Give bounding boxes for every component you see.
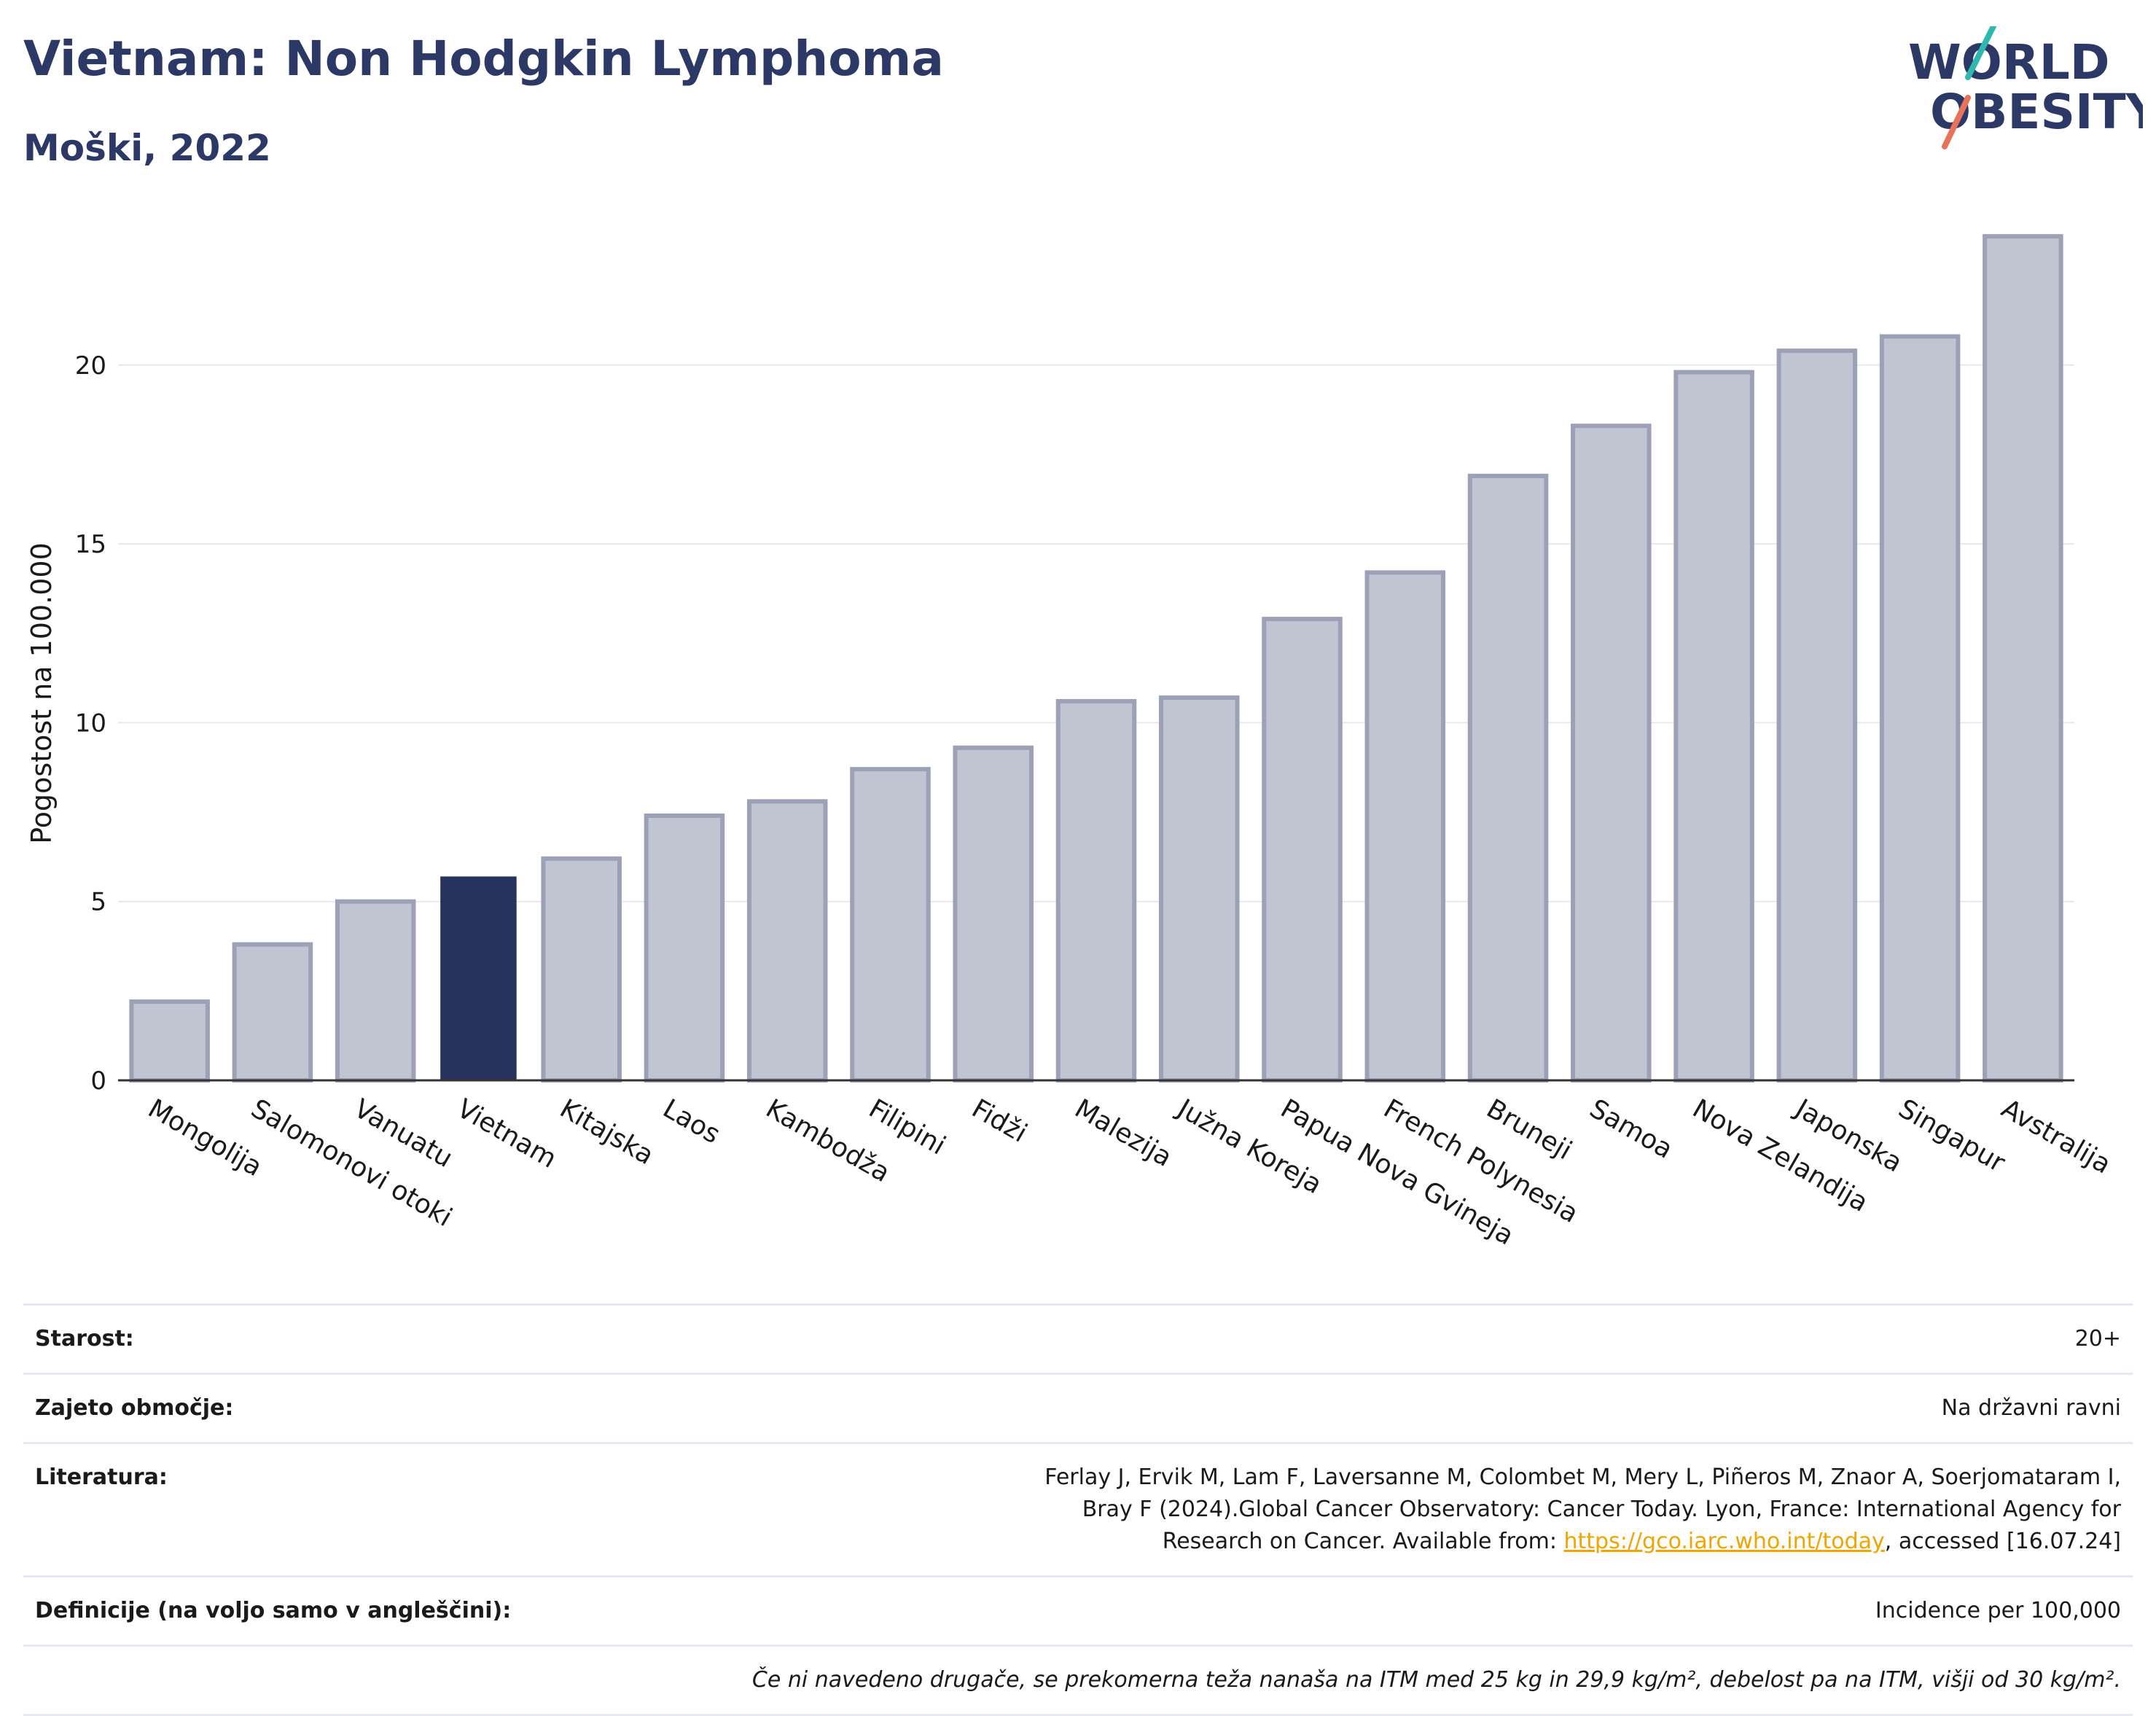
bar-avstralija bbox=[1983, 234, 2063, 1083]
page-title: Vietnam: Non Hodgkin Lymphoma bbox=[23, 31, 944, 87]
x-tick-label: Filipini bbox=[864, 1093, 950, 1161]
x-tick-label: Laos bbox=[657, 1093, 724, 1150]
definitions-label: Definicije (na voljo samo v angleščini): bbox=[23, 1575, 523, 1646]
literature-label: Literatura: bbox=[23, 1442, 523, 1577]
page-subtitle: Moški, 2022 bbox=[23, 127, 271, 169]
y-tick-label: 5 bbox=[90, 888, 106, 917]
x-tick-label: Malezija bbox=[1070, 1093, 1177, 1173]
bar-salomonovi-otoki bbox=[232, 942, 313, 1083]
y-tick-label: 20 bbox=[75, 351, 106, 381]
x-tick-label: Nova Zelandija bbox=[1687, 1093, 1873, 1218]
bar-japonska bbox=[1776, 348, 1858, 1083]
bar-vietnam bbox=[440, 876, 517, 1080]
bar-filipini bbox=[850, 767, 931, 1083]
bar-mongolija bbox=[129, 999, 210, 1083]
bar-french-polynesia bbox=[1364, 570, 1446, 1083]
x-tick-label: Fidži bbox=[966, 1093, 1032, 1148]
age-value: 20+ bbox=[523, 1303, 2133, 1374]
info-row-age: Starost: 20+ bbox=[23, 1303, 2133, 1374]
y-tick-label: 10 bbox=[75, 709, 106, 738]
bar-kitajska bbox=[541, 856, 622, 1083]
info-row-note: Če ni navedeno drugače, se prekomerna te… bbox=[23, 1645, 2133, 1716]
x-tick-label: Avstralija bbox=[1996, 1093, 2116, 1179]
info-row-definitions: Definicije (na voljo samo v angleščini):… bbox=[23, 1575, 2133, 1646]
logo-line1: WORLD bbox=[1908, 34, 2110, 90]
footnote: Če ni navedeno drugače, se prekomerna te… bbox=[23, 1645, 2133, 1716]
bar-laos bbox=[644, 813, 725, 1083]
literature-accessed: , accessed [16.07.24] bbox=[1884, 1529, 2121, 1554]
y-axis-label: Pogostost na 100.000 bbox=[26, 542, 58, 844]
x-tick-label: Mongolija bbox=[143, 1093, 267, 1182]
bar-kambodža bbox=[746, 799, 828, 1083]
literature-value: Ferlay J, Ervik M, Lam F, Laversanne M, … bbox=[523, 1442, 2133, 1577]
literature-text: Ferlay J, Ervik M, Lam F, Laversanne M, … bbox=[1044, 1465, 2121, 1554]
x-tick-label: Kitajska bbox=[555, 1093, 658, 1171]
bar-južna-koreja bbox=[1158, 695, 1240, 1083]
x-tick-label: Samoa bbox=[1585, 1093, 1678, 1165]
info-table: Starost: 20+ Zajeto območje: Na državni … bbox=[23, 1303, 2133, 1716]
y-tick-label: 15 bbox=[75, 530, 106, 559]
logo-slash-teal bbox=[1965, 26, 1996, 80]
bar-singapur bbox=[1879, 334, 1961, 1083]
logo-line2: OBESITY bbox=[1930, 84, 2143, 140]
coverage-value: Na državni ravni bbox=[523, 1373, 2133, 1443]
bar-vanuatu bbox=[335, 899, 416, 1083]
x-tick-label: Vietnam bbox=[452, 1093, 561, 1174]
bar-nova-zelandija bbox=[1673, 370, 1754, 1083]
age-label: Starost: bbox=[23, 1303, 523, 1374]
x-tick-label: Singapur bbox=[1894, 1093, 2010, 1178]
bar-fidži bbox=[953, 745, 1034, 1083]
info-row-coverage: Zajeto območje: Na državni ravni bbox=[23, 1373, 2133, 1443]
bar-samoa bbox=[1571, 424, 1652, 1083]
source-link[interactable]: https://gco.iarc.who.int/today bbox=[1563, 1529, 1885, 1554]
y-tick-label: 0 bbox=[90, 1066, 106, 1096]
bar-malezija bbox=[1055, 698, 1137, 1083]
world-obesity-logo: WORLD OBESITY bbox=[1908, 26, 2143, 149]
bar-papua-nova-gvineja bbox=[1262, 617, 1343, 1083]
coverage-label: Zajeto območje: bbox=[23, 1373, 523, 1443]
bar-bruneji bbox=[1467, 473, 1549, 1083]
info-row-literature: Literatura: Ferlay J, Ervik M, Lam F, La… bbox=[23, 1442, 2133, 1577]
definitions-value: Incidence per 100,000 bbox=[523, 1575, 2133, 1646]
logo-slash-coral bbox=[1942, 95, 1971, 149]
